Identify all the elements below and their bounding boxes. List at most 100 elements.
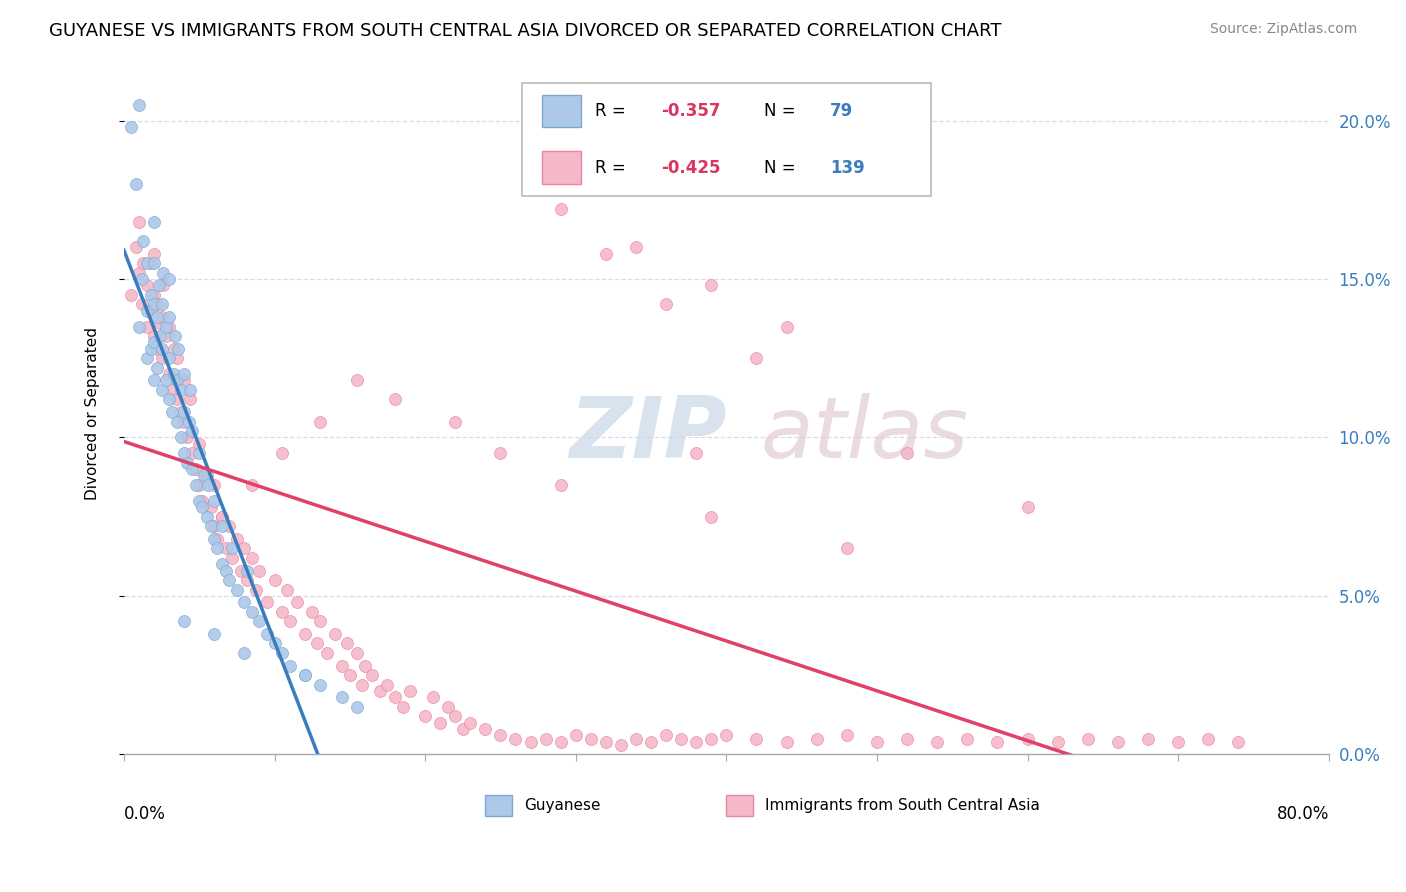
Point: [655, 297, 678, 311]
Point: [866, 734, 889, 748]
Point: [180, 446, 202, 460]
Point: [160, 405, 183, 419]
Point: [896, 446, 918, 460]
Point: [1137, 731, 1160, 746]
Point: [1227, 734, 1250, 748]
Point: [308, 678, 330, 692]
Text: 79: 79: [830, 103, 853, 120]
Point: [236, 564, 259, 578]
Point: [835, 541, 858, 556]
Point: [143, 329, 166, 343]
Point: [160, 383, 183, 397]
Point: [505, 731, 527, 746]
Point: [207, 541, 229, 556]
Point: [460, 715, 482, 730]
Text: 80.0%: 80.0%: [1277, 805, 1329, 823]
Point: [218, 519, 240, 533]
Point: [211, 509, 233, 524]
Point: [211, 558, 233, 572]
Point: [305, 636, 328, 650]
Point: [188, 478, 211, 492]
Point: [413, 709, 436, 723]
Text: N =: N =: [763, 159, 800, 177]
Point: [700, 278, 723, 293]
Point: [186, 478, 208, 492]
Point: [135, 303, 157, 318]
Point: [700, 731, 723, 746]
Point: [233, 541, 256, 556]
Point: [211, 509, 233, 524]
Point: [806, 731, 828, 746]
Point: [610, 738, 633, 752]
Point: [215, 541, 238, 556]
Point: [173, 614, 195, 628]
Point: [346, 646, 368, 660]
Point: [157, 351, 180, 366]
Point: [193, 468, 215, 483]
Point: [135, 278, 157, 293]
Point: [135, 256, 157, 270]
Point: [180, 424, 202, 438]
Text: 0.0%: 0.0%: [124, 805, 166, 823]
Point: [132, 234, 155, 248]
Point: [249, 614, 271, 628]
Text: GUYANESE VS IMMIGRANTS FROM SOUTH CENTRAL ASIA DIVORCED OR SEPARATED CORRELATION: GUYANESE VS IMMIGRANTS FROM SOUTH CENTRA…: [49, 22, 1001, 40]
Point: [685, 734, 707, 748]
Point: [146, 310, 169, 324]
Y-axis label: Divorced or Separated: Divorced or Separated: [86, 327, 100, 500]
Point: [120, 120, 142, 134]
Point: [155, 319, 177, 334]
Point: [173, 373, 195, 387]
Point: [685, 446, 707, 460]
Point: [173, 446, 195, 460]
Point: [346, 373, 368, 387]
Point: [150, 351, 173, 366]
Point: [655, 728, 678, 742]
Point: [336, 636, 359, 650]
Point: [155, 373, 177, 387]
Point: [143, 297, 166, 311]
Point: [1197, 731, 1219, 746]
Point: [188, 493, 211, 508]
Point: [429, 715, 451, 730]
Point: [896, 731, 918, 746]
Point: [271, 646, 294, 660]
Point: [120, 288, 142, 302]
Point: [195, 509, 218, 524]
Point: [700, 509, 723, 524]
Point: [775, 734, 797, 748]
Point: [384, 392, 406, 407]
Point: [1107, 734, 1129, 748]
Point: [139, 303, 162, 318]
Point: [489, 446, 512, 460]
Point: [180, 462, 202, 476]
Point: [166, 392, 188, 407]
Point: [451, 722, 474, 736]
Point: [1077, 731, 1099, 746]
Point: [186, 462, 208, 476]
Point: [240, 550, 263, 565]
Point: [179, 392, 201, 407]
Point: [188, 437, 211, 451]
Point: [256, 595, 278, 609]
Point: [162, 367, 184, 381]
Point: [139, 288, 162, 302]
Point: [330, 690, 353, 705]
Text: 139: 139: [830, 159, 865, 177]
Point: [534, 731, 557, 746]
FancyBboxPatch shape: [485, 795, 512, 816]
Point: [624, 240, 647, 254]
Point: [249, 564, 271, 578]
Text: R =: R =: [595, 159, 631, 177]
Point: [294, 668, 316, 682]
Text: -0.357: -0.357: [661, 103, 721, 120]
Point: [350, 678, 373, 692]
Point: [152, 266, 174, 280]
Point: [285, 595, 308, 609]
Point: [1046, 734, 1069, 748]
Point: [240, 478, 263, 492]
Point: [202, 493, 225, 508]
Point: [436, 699, 458, 714]
Point: [166, 351, 188, 366]
Point: [155, 329, 177, 343]
